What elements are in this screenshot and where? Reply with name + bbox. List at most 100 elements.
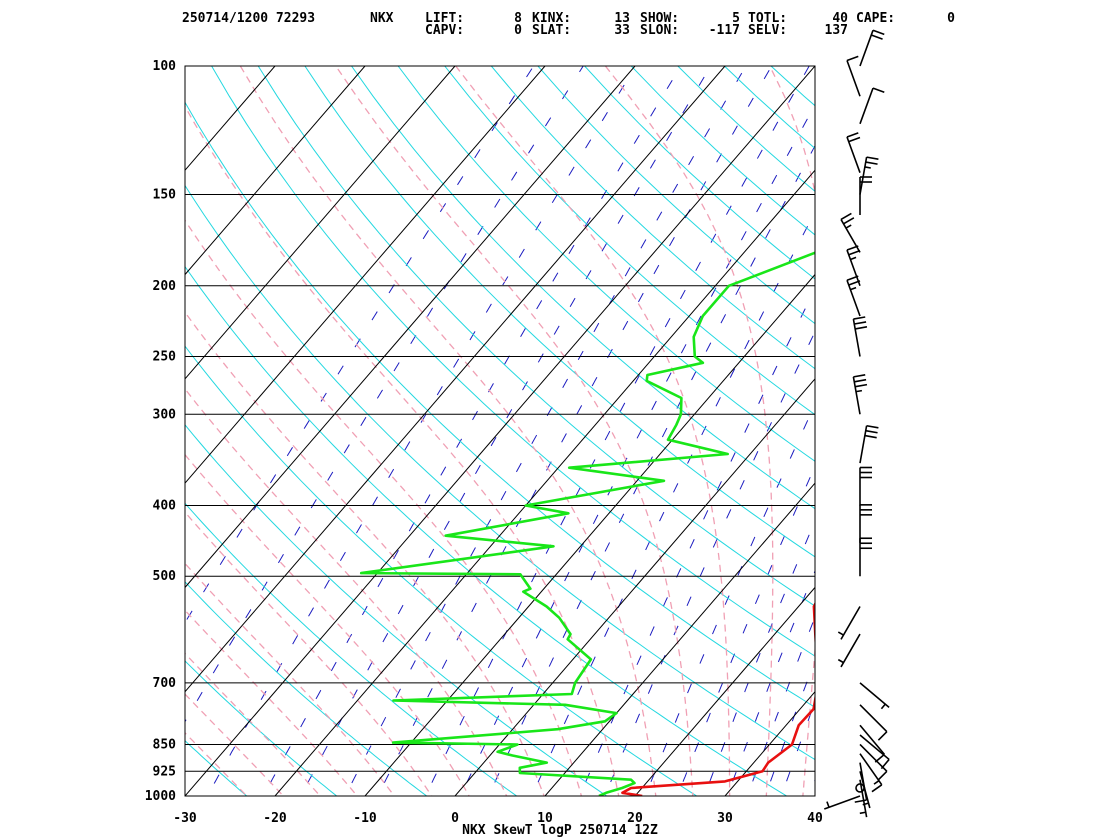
dry-adiabat-line [185,740,248,796]
moist-adiabat-line [185,562,396,796]
isotherm-line [364,273,815,796]
barb-flag [866,156,879,160]
dry-adiabat-line [257,66,815,607]
header-totl-label: TOTL: [748,11,787,26]
temperature-label: 10 [537,811,553,826]
dry-adiabat-line [185,502,518,796]
mixing-ratio-line [185,66,535,624]
header-slat-label: SLAT: [532,23,571,38]
wind-barb [859,424,879,464]
moist-adiabat-line [185,311,545,796]
barb-staff [846,249,861,287]
dry-adiabat-line [304,66,815,558]
barb-staff [859,779,868,818]
barb-staff [840,633,861,668]
wind-barb [859,743,888,781]
header-kinx-label: KINX: [532,11,571,26]
dry-adiabat-line [872,33,1120,812]
header-slon-value: -117 [709,23,740,38]
mixing-ratio-line [377,66,773,796]
mixing-ratio-line [746,615,815,796]
header-capv-value: 0 [514,23,522,38]
barb-staff [852,318,861,357]
barb-half-flag [855,389,863,393]
isotherm-line [724,690,815,796]
header-selv-value: 137 [825,23,848,38]
wind-barb [852,316,868,357]
barb-flag [877,770,888,781]
barb-flag [843,217,855,225]
barb-flag [853,374,866,378]
barb-flag [872,87,885,93]
header-selv-label: SELV: [748,23,787,38]
temperature-label: -10 [353,811,377,826]
isotherm-line [634,586,815,796]
dry-adiabat-line [677,66,815,192]
barb-flag [854,326,868,330]
temperature-profile [621,601,815,796]
moist-adiabat-line [604,66,774,796]
barb-staff [859,762,868,801]
header-station: NKX [370,11,394,26]
temperature-label: 20 [627,811,643,826]
barb-half-flag [837,658,844,664]
wind-barb [855,783,865,793]
barb-flag [871,34,883,40]
barb-flag [854,321,867,325]
barb-staff [859,425,868,464]
dry-adiabat-line [185,424,608,796]
barb-staff [859,87,874,125]
barb-flag [865,429,878,434]
pressure-axis-labels: 100 150 200 250 300 400 500 700 850 925 1000 [145,59,176,804]
header-slat-value: 33 [614,23,630,38]
barb-flag [848,249,861,256]
mixing-ratio-line [531,210,815,796]
barb-flag [864,434,877,439]
barb-flag [874,753,885,763]
barb-half-flag [845,224,852,229]
barb-flag [854,378,867,383]
wind-barb [846,132,861,173]
barb-staff [840,219,861,253]
mixing-ratio-line [676,465,815,796]
dry-adiabat-line [827,33,1120,812]
moist-adiabat-line [185,731,248,796]
dry-adiabat-line [782,33,1120,812]
dry-adiabat-line [723,66,815,150]
pressure-label: 400 [153,499,177,514]
barb-half-flag [850,256,857,261]
temperature-label: -30 [173,811,197,826]
barb-half-flag [880,703,886,710]
barb-flag [846,55,859,62]
wind-barb [859,87,885,125]
wind-barbs [824,29,890,818]
barb-flag [872,29,885,36]
isotherm-line [814,795,815,796]
header-kinx-value: 13 [614,11,630,26]
wind-barb [859,156,879,195]
barb-flag [846,132,859,138]
barb-staff [846,136,861,173]
barb-flag [880,758,890,770]
isotherm-line [185,66,726,693]
pressure-label: 250 [153,349,177,364]
temperature-axis-labels: -30 -20 -10 0 10 20 30 40 [173,811,823,826]
dry-adiabat-line [770,66,815,107]
wind-barb [854,762,868,803]
header-capv-label: CAPV: [425,23,464,38]
wind-barb [859,682,890,710]
mixing-ratio-line [644,403,815,796]
moist-adiabat-line [185,511,433,796]
mixing-ratio-line [726,569,815,796]
mixing-ratio-line [185,66,584,723]
temperature-label: -20 [263,811,287,826]
isotherm-line [454,378,815,796]
mixing-ratio-line [262,66,682,796]
moist-adiabat-line [185,387,508,796]
pressure-label: 700 [153,676,177,691]
moist-adiabat-line [185,219,583,796]
barb-staff [859,156,868,195]
wind-barb [859,704,888,741]
barb-flag [871,784,883,793]
